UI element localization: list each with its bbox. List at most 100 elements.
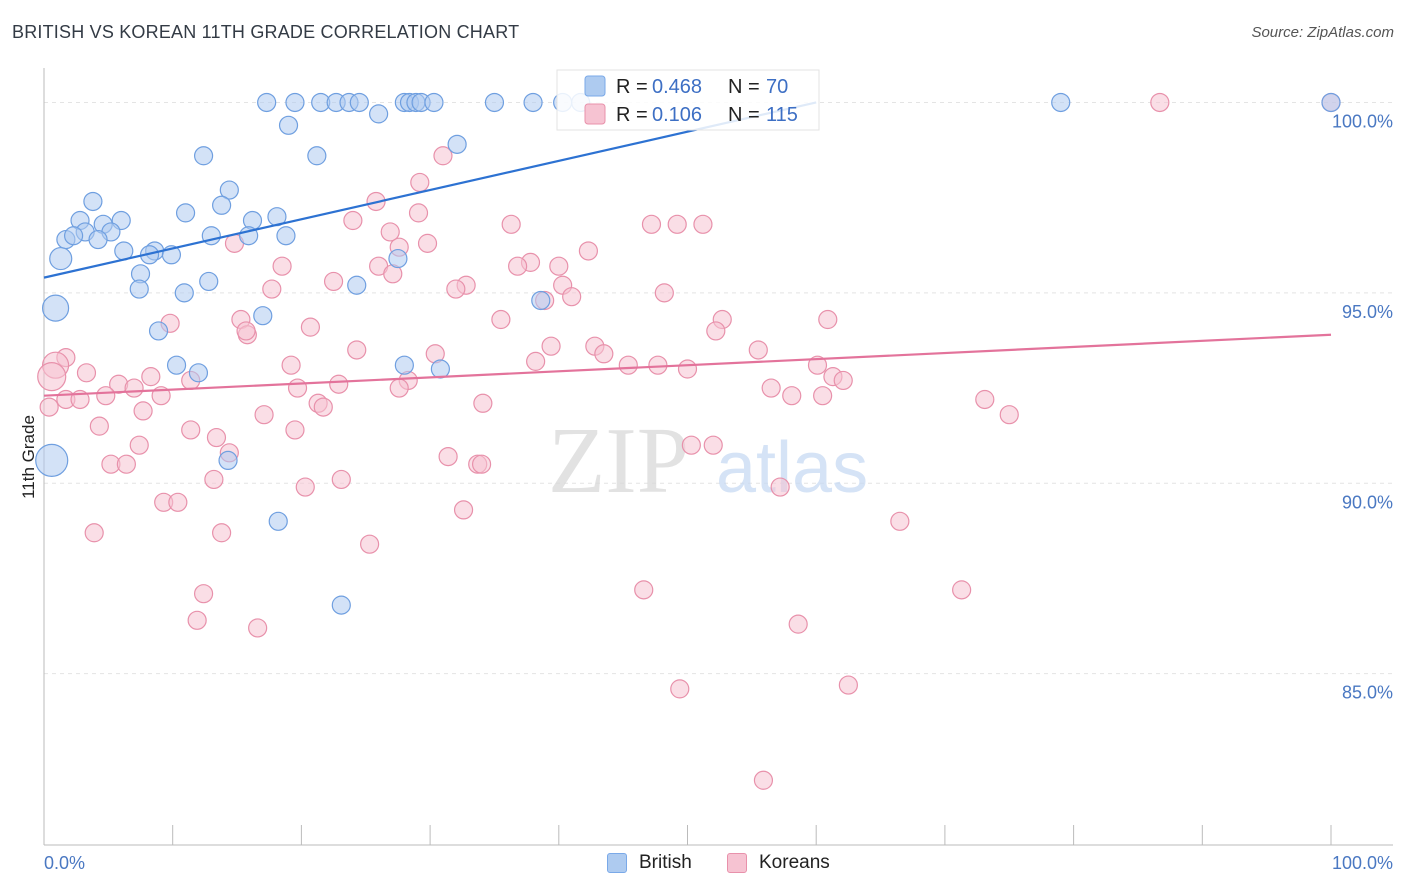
koreans-point-93 [204, 469, 224, 490]
british-point-48 [174, 283, 194, 303]
y-axis-title: 11th Grade [19, 415, 38, 499]
koreans-point-5 [408, 203, 429, 223]
koreans-point-64 [96, 386, 116, 406]
british-point-21 [307, 146, 327, 166]
british-point-35 [88, 229, 108, 250]
koreans-point-25 [262, 279, 282, 299]
koreans-point-112 [753, 770, 774, 790]
koreans-point-17 [549, 256, 569, 276]
koreans-point-109 [788, 614, 808, 634]
koreans-point-95 [295, 477, 315, 497]
koreans-point-78 [999, 405, 1019, 425]
y-tick-label-1: 95.0% [1342, 302, 1393, 322]
british-point-22 [219, 180, 239, 200]
bottom-legend-swatch-koreans [727, 853, 747, 873]
bottom-legend-label-koreans: Koreans [759, 852, 830, 873]
koreans-point-3 [410, 172, 430, 193]
koreans-point-8 [641, 214, 662, 234]
koreans-point-41 [748, 340, 768, 360]
koreans-point-44 [594, 344, 614, 364]
british-point-15 [1051, 92, 1071, 113]
legend-r-british: 0.468 [652, 76, 702, 98]
koreans-point-67 [761, 378, 781, 398]
trend-line-koreans [43, 333, 1332, 397]
koreans-point-9 [667, 214, 687, 234]
british-point-61 [331, 595, 351, 615]
koreans-point-77 [39, 397, 59, 417]
koreans-point-107 [187, 610, 207, 630]
british-point-44 [388, 248, 408, 269]
british-point-10 [424, 92, 444, 113]
british-point-18 [278, 115, 299, 135]
koreans-point-111 [838, 675, 858, 695]
legend-box: R = 0.468 N = 70 R = 0.106 N = 115 [556, 69, 820, 131]
bottom-legend-british[interactable]: British [607, 852, 692, 874]
legend-swatch-koreans [584, 103, 606, 125]
british-point-47 [129, 279, 149, 299]
koreans-point-53 [37, 362, 67, 392]
koreans-point-7 [501, 214, 521, 234]
british-point-12 [523, 92, 543, 113]
koreans-point-54 [76, 363, 97, 383]
koreans-point-50 [677, 359, 698, 379]
british-point-54 [166, 355, 187, 375]
legend-n-label-koreans: N = [728, 104, 760, 126]
koreans-point-102 [212, 523, 232, 543]
koreans-point-28 [654, 283, 674, 303]
koreans-point-6 [343, 210, 363, 231]
british-point-16 [1321, 92, 1341, 113]
koreans-point-85 [681, 435, 701, 455]
british-point-43 [49, 246, 73, 271]
watermark-atlas: atlas [716, 428, 868, 508]
source-label: Source: ZipAtlas.com [1251, 24, 1394, 41]
koreans-point-47 [281, 355, 301, 375]
koreans-point-104 [193, 584, 214, 604]
koreans-point-76 [133, 401, 153, 421]
koreans-point-86 [703, 435, 723, 455]
koreans-point-106 [952, 580, 972, 600]
koreans-point-80 [89, 416, 109, 436]
british-point-11 [484, 92, 505, 113]
british-point-53 [148, 321, 169, 341]
koreans-point-83 [206, 427, 227, 448]
koreans-point-35 [300, 317, 321, 337]
british-point-24 [175, 203, 196, 223]
chart-title: BRITISH VS KOREAN 11TH GRADE CORRELATION… [12, 22, 520, 42]
british-point-19 [447, 134, 467, 154]
british-point-55 [188, 363, 209, 383]
british-point-51 [531, 290, 551, 311]
koreans-point-96 [770, 477, 790, 497]
koreans-point-18 [508, 256, 528, 276]
koreans-point-81 [181, 420, 201, 440]
koreans-point-15 [578, 241, 599, 261]
koreans-point-75 [975, 389, 995, 410]
koreans-point-55 [141, 367, 161, 387]
british-point-5 [349, 92, 369, 113]
gridlines [44, 101, 1393, 675]
british-point-46 [199, 271, 219, 292]
british-point-20 [193, 146, 214, 166]
koreans-point-105 [634, 580, 654, 600]
koreans-point-68 [782, 386, 802, 406]
koreans-point-49 [648, 355, 668, 375]
series-british [35, 92, 1341, 615]
legend-r-label-british: R = [616, 76, 648, 98]
british-point-33 [64, 226, 84, 246]
koreans-point-43 [347, 340, 367, 360]
legend-n-label-british: N = [728, 76, 760, 98]
legend-swatch-british [584, 75, 606, 97]
bottom-legend-koreans[interactable]: Koreans [727, 852, 830, 874]
legend-r-label-koreans: R = [616, 104, 648, 126]
koreans-point-0 [1150, 92, 1170, 113]
koreans-point-66 [389, 378, 409, 398]
bottom-legend-label-british: British [639, 852, 692, 873]
koreans-point-103 [360, 534, 380, 554]
british-point-49 [347, 275, 367, 295]
koreans-point-26 [446, 279, 466, 299]
koreans-point-79 [254, 405, 274, 425]
koreans-point-84 [129, 435, 149, 455]
x-tick-label-0: 0.0% [44, 853, 85, 873]
koreans-point-48 [618, 355, 638, 375]
koreans-point-57 [329, 374, 349, 394]
koreans-point-11 [380, 222, 400, 242]
